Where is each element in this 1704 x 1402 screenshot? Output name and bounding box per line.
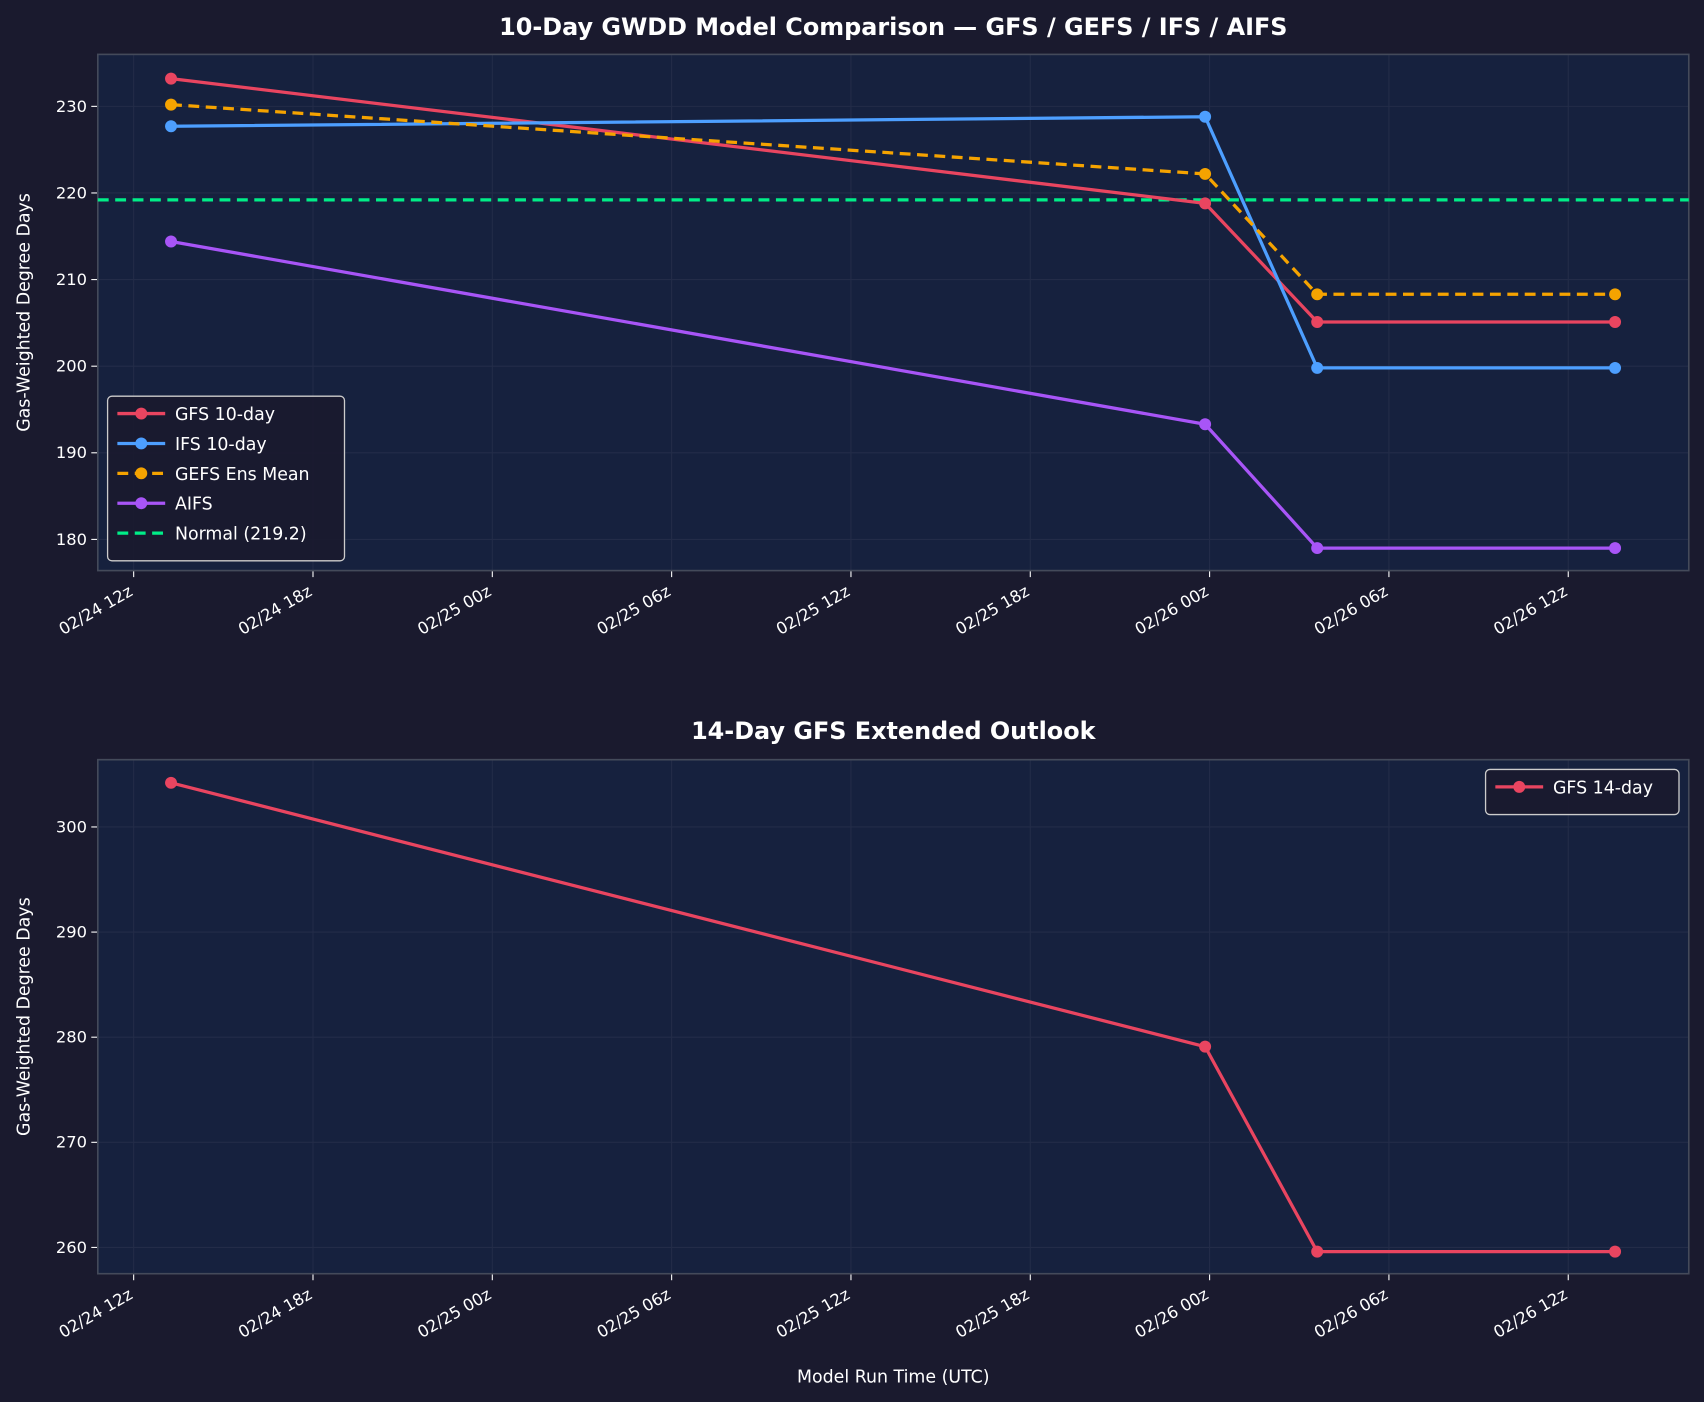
legend-marker bbox=[135, 437, 148, 450]
data-point bbox=[1609, 1245, 1622, 1258]
legend-box bbox=[1484, 768, 1680, 816]
data-point bbox=[1199, 1040, 1212, 1053]
y-tick-label: 270 bbox=[56, 1133, 87, 1152]
plot-area bbox=[97, 54, 1689, 571]
y-axis-label: Gas-Weighted Degree Days bbox=[14, 897, 34, 1136]
chart-title: 10-Day GWDD Model Comparison — GFS / GEF… bbox=[499, 13, 1287, 41]
legend-marker bbox=[135, 497, 148, 510]
data-point bbox=[1199, 167, 1212, 180]
legend: GFS 10-day IFS 10-day GEFS Ens Mean AIFS Nor… bbox=[106, 395, 346, 562]
y-tick-label: 200 bbox=[56, 357, 87, 376]
series-line-aifs bbox=[170, 239, 1616, 550]
series-line-gfs-10-day bbox=[170, 77, 1616, 324]
data-point bbox=[1609, 316, 1622, 328]
data-point bbox=[1609, 542, 1622, 555]
plot-area bbox=[97, 759, 1689, 1274]
legend-label: Normal (219.2) bbox=[175, 525, 307, 545]
y-tick-label: 210 bbox=[56, 270, 87, 289]
data-point bbox=[1199, 110, 1212, 123]
y-axis-label: Gas-Weighted Degree Days bbox=[14, 193, 34, 432]
data-point bbox=[1311, 1245, 1324, 1258]
y-tick-label: 300 bbox=[56, 817, 87, 836]
plot-frame bbox=[96, 758, 1690, 1275]
data-point bbox=[1609, 361, 1622, 374]
legend: GFS 14-day bbox=[1484, 768, 1680, 816]
legend-label: AIFS bbox=[175, 495, 213, 515]
data-point bbox=[1199, 197, 1212, 210]
x-axis-label: Model Run Time (UTC) bbox=[797, 1367, 990, 1387]
legend-label: IFS 10-day bbox=[175, 435, 267, 455]
data-point bbox=[1311, 361, 1324, 374]
series-line-gefs-ens-mean bbox=[170, 103, 1616, 296]
legend-box bbox=[106, 395, 346, 562]
data-point bbox=[165, 235, 178, 248]
y-tick-label: 230 bbox=[56, 97, 87, 116]
data-point bbox=[1311, 542, 1324, 555]
data-point bbox=[1609, 288, 1622, 301]
data-point bbox=[165, 98, 178, 111]
legend-marker bbox=[135, 407, 148, 420]
y-tick-label: 280 bbox=[56, 1028, 87, 1047]
legend-label: GEFS Ens Mean bbox=[175, 465, 310, 485]
data-point bbox=[1311, 316, 1324, 328]
legend-label: GFS 14-day bbox=[1553, 778, 1653, 798]
series-line-ifs-10-day bbox=[171, 115, 1616, 370]
legend-label: GFS 10-day bbox=[175, 405, 275, 425]
y-tick-label: 220 bbox=[56, 183, 87, 202]
chart-1: 02/24 12z 02/24 18z 02/25 00z 02/25 06z 02/2… bbox=[14, 13, 1690, 639]
legend-marker bbox=[135, 467, 148, 480]
y-tick-label: 180 bbox=[56, 530, 87, 549]
data-point bbox=[165, 72, 178, 85]
data-point bbox=[1199, 418, 1212, 431]
data-point bbox=[1311, 288, 1324, 301]
legend-marker bbox=[1513, 780, 1526, 793]
y-tick-label: 190 bbox=[56, 443, 87, 462]
data-point bbox=[165, 776, 178, 789]
chart-title: 14-Day GFS Extended Outlook bbox=[691, 717, 1097, 745]
plot-frame bbox=[96, 53, 1690, 572]
y-tick-label: 290 bbox=[56, 923, 87, 942]
series-line-gfs-14-day bbox=[170, 781, 1616, 1254]
y-tick-label: 260 bbox=[56, 1238, 87, 1257]
data-point bbox=[165, 120, 178, 133]
